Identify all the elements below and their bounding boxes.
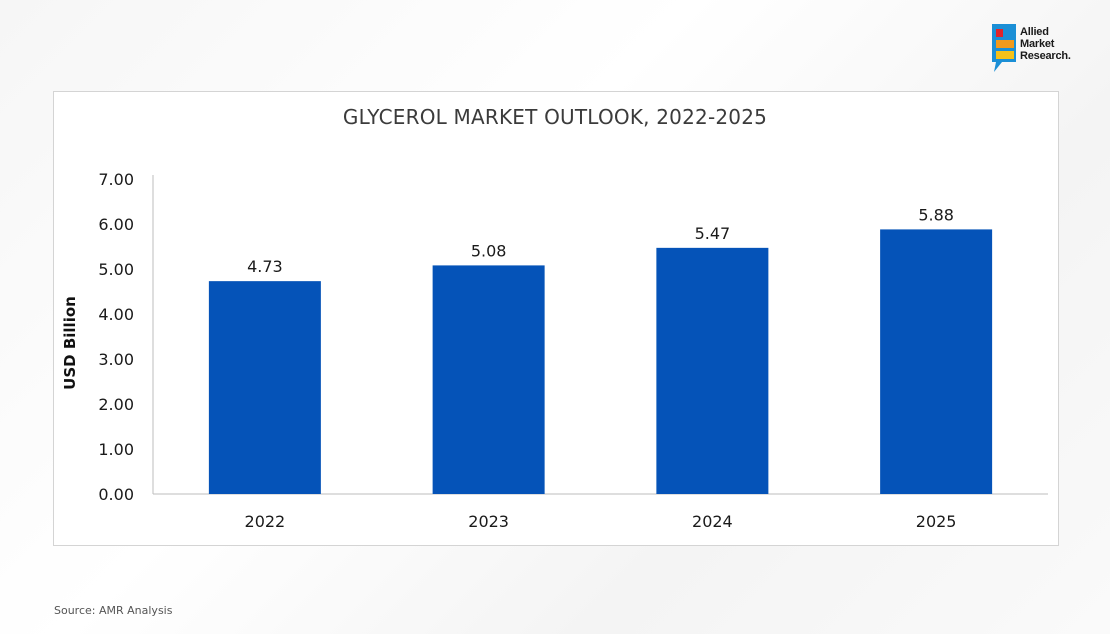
bar-value-label: 5.08 bbox=[471, 241, 507, 260]
x-tick-label: 2025 bbox=[916, 512, 957, 531]
bar-value-label: 5.88 bbox=[918, 205, 954, 224]
y-tick-label: 5.00 bbox=[98, 260, 134, 279]
logo-text: Allied Market Research. bbox=[1020, 26, 1071, 62]
y-tick-label: 6.00 bbox=[98, 215, 134, 234]
y-tick-label: 2.00 bbox=[98, 395, 134, 414]
y-tick-label: 0.00 bbox=[98, 485, 134, 504]
logo-mark-icon bbox=[992, 24, 1016, 72]
bar-value-label: 5.47 bbox=[695, 224, 731, 243]
y-tick-label: 7.00 bbox=[98, 170, 134, 189]
bar-2022 bbox=[208, 281, 321, 494]
bar-2024 bbox=[656, 247, 769, 494]
chart-title: GLYCEROL MARKET OUTLOOK, 2022-2025 bbox=[342, 105, 768, 129]
x-tick-label: 2024 bbox=[692, 512, 733, 531]
y-tick-label: 1.00 bbox=[98, 440, 134, 459]
bar-2025 bbox=[880, 229, 993, 494]
bar-2023 bbox=[432, 265, 545, 494]
logo-line-1: Allied bbox=[1020, 26, 1049, 38]
logo-line-3: Research. bbox=[1020, 50, 1071, 62]
y-tick-label: 3.00 bbox=[98, 350, 134, 369]
x-tick-label: 2023 bbox=[468, 512, 509, 531]
source-note: Source: AMR Analysis bbox=[54, 604, 173, 617]
logo-line-2: Market bbox=[1020, 38, 1055, 50]
bar-value-label: 4.73 bbox=[247, 257, 283, 276]
allied-market-research-logo: Allied Market Research. bbox=[990, 22, 1100, 76]
y-tick-label: 4.00 bbox=[98, 305, 134, 324]
x-tick-label: 2022 bbox=[245, 512, 286, 531]
